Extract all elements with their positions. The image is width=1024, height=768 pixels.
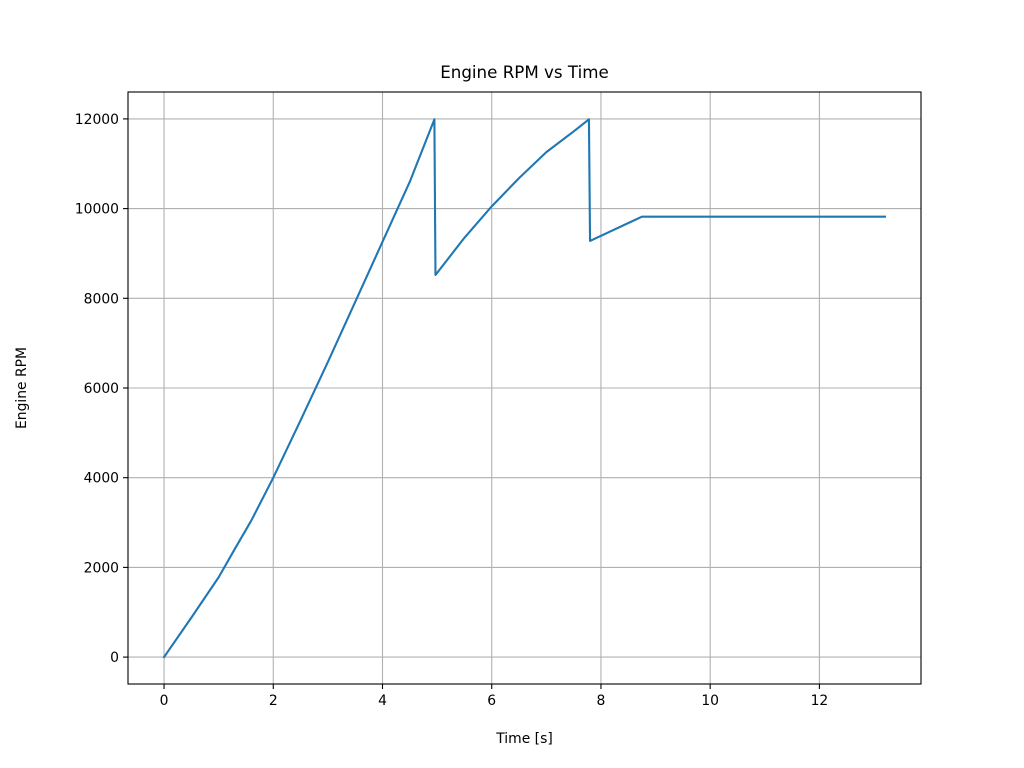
series-layer <box>162 118 887 659</box>
y-tick-label: 12000 <box>75 112 119 128</box>
y-tick-label: 8000 <box>84 291 119 307</box>
x-tick-label: 8 <box>597 693 606 709</box>
series-line <box>162 118 887 659</box>
grid <box>128 92 921 684</box>
y-tick-label: 2000 <box>84 560 119 576</box>
x-axis-label: Time [s] <box>495 731 553 747</box>
y-tick-label: 10000 <box>75 202 119 218</box>
x-tick-label: 10 <box>701 693 719 709</box>
y-tick-label: 0 <box>110 650 119 666</box>
x-tick-label: 6 <box>487 693 496 709</box>
x-tick-label: 4 <box>378 693 387 709</box>
y-axis-label: Engine RPM <box>14 347 30 429</box>
y-tick-label: 6000 <box>84 381 119 397</box>
x-tick-label: 0 <box>160 693 169 709</box>
ticks: 0 2 4 6 8 10 12 0 2000 4000 6000 8000 10000 12000 <box>75 112 828 709</box>
y-tick-label: 4000 <box>84 471 119 487</box>
chart-title: Engine RPM vs Time <box>440 62 609 82</box>
x-tick-label: 12 <box>811 693 829 709</box>
x-tick-label: 2 <box>269 693 278 709</box>
